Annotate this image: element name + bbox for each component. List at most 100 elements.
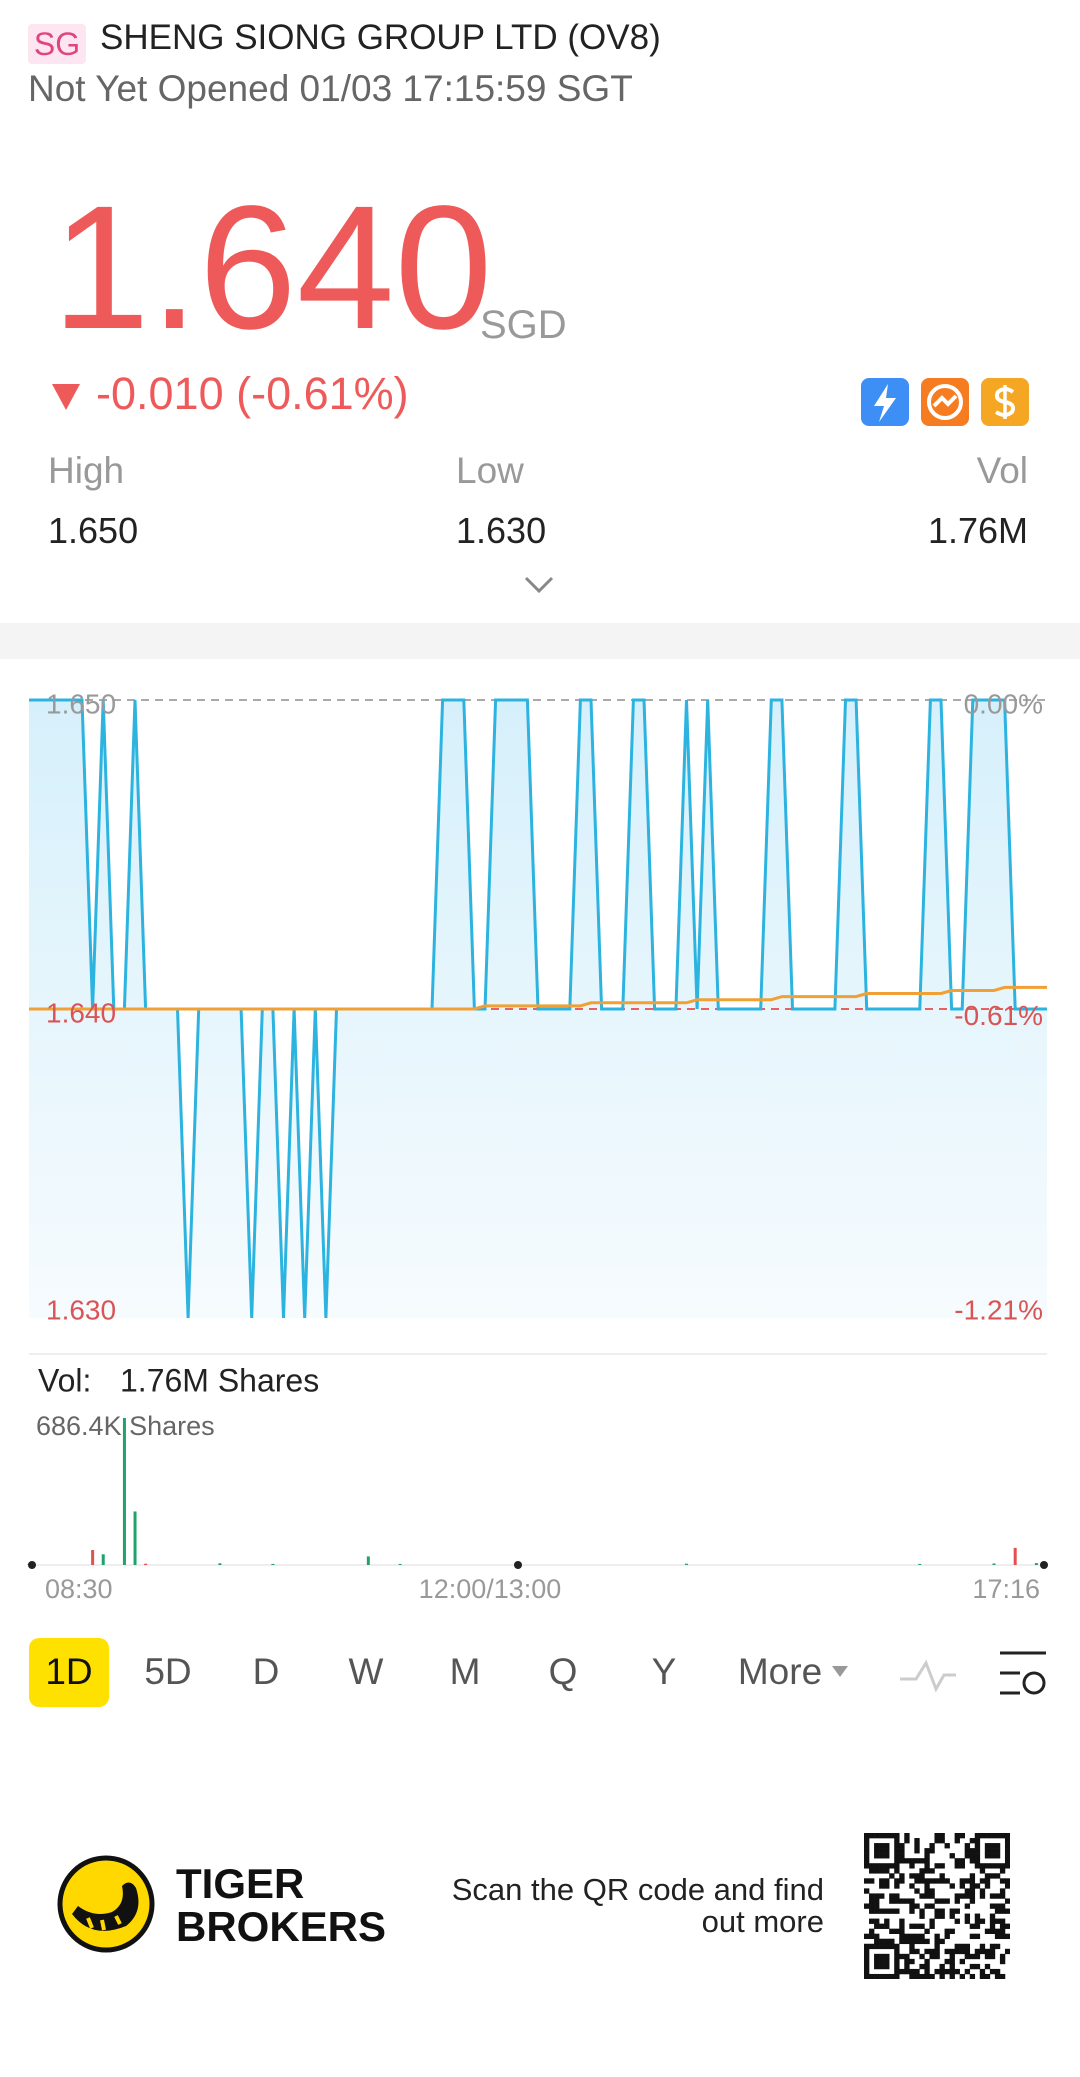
qr-cell	[934, 1833, 940, 1839]
qr-cell	[874, 1868, 880, 1874]
qr-cell	[999, 1863, 1006, 1869]
qr-cell	[944, 1948, 950, 1955]
qr-cell	[954, 1908, 960, 1914]
qr-cell	[919, 1923, 925, 1929]
period-tab[interactable]: 1D	[45, 1651, 92, 1692]
qr-cell	[939, 1833, 945, 1839]
qr-cell	[914, 1948, 920, 1955]
qr-cell	[909, 1903, 915, 1909]
qr-cell	[924, 1958, 930, 1965]
qr-cell	[924, 1948, 930, 1955]
chart-settings[interactable]	[1000, 1651, 1046, 1695]
qr-cell	[914, 1843, 920, 1849]
period-tab[interactable]: M	[450, 1651, 481, 1692]
qr-cell	[914, 1938, 920, 1945]
qr-cell	[864, 1853, 870, 1859]
qr-cell	[974, 1963, 981, 1970]
qr-cell	[919, 1953, 925, 1960]
qr-cell	[944, 1843, 950, 1849]
qr-cell	[864, 1953, 870, 1960]
qr-cell	[969, 1883, 976, 1889]
qr-cell	[984, 1963, 991, 1970]
qr-cell	[899, 1843, 905, 1849]
qr-cell	[929, 1868, 935, 1874]
qr-cell	[929, 1923, 935, 1929]
scan-text: out more	[701, 1904, 824, 1939]
stat-value: 1.650	[48, 510, 139, 551]
qr-cell	[874, 1918, 880, 1924]
qr-cell	[894, 1908, 900, 1914]
qr-cell	[909, 1908, 915, 1914]
qr-cell	[884, 1963, 890, 1970]
qr-cell	[939, 1908, 945, 1914]
qr-cell	[894, 1853, 900, 1859]
indicator-toggle[interactable]	[900, 1659, 956, 1693]
volume-title: Vol:	[38, 1362, 91, 1398]
y-tick-label: 1.630	[46, 1294, 116, 1325]
qr-cell	[874, 1848, 880, 1854]
period-tab[interactable]: Y	[652, 1651, 677, 1692]
qr-cell	[869, 1903, 875, 1909]
qr-cell	[874, 1973, 880, 1979]
qr-cell	[959, 1833, 965, 1839]
qr-cell	[954, 1898, 960, 1904]
qr-cell	[954, 1948, 960, 1955]
qr-cell	[1004, 1898, 1010, 1904]
selected-tab-bg	[29, 1638, 109, 1707]
qr-cell	[884, 1958, 890, 1965]
volume-bar	[992, 1563, 996, 1565]
qr-cell	[904, 1838, 910, 1844]
period-tab[interactable]: W	[349, 1651, 384, 1692]
period-tab[interactable]: Q	[549, 1651, 578, 1692]
stat-value: 1.630	[456, 510, 547, 551]
qr-cell	[974, 1863, 981, 1869]
qr-cell	[909, 1873, 915, 1879]
qr-cell	[904, 1953, 910, 1960]
period-tab[interactable]: More	[738, 1651, 822, 1692]
qr-cell	[869, 1928, 875, 1934]
currency: SGD	[480, 303, 567, 347]
qr-cell	[869, 1878, 875, 1884]
qr-cell	[989, 1903, 996, 1909]
period-tab[interactable]: 5D	[144, 1651, 191, 1692]
qr-cell	[969, 1963, 976, 1970]
qr-cell	[974, 1858, 981, 1864]
axis-dot	[514, 1561, 522, 1569]
qr-cell	[914, 1878, 920, 1884]
qr-cell	[989, 1968, 996, 1975]
qr-cell	[969, 1873, 976, 1879]
stat-label: Low	[456, 450, 524, 491]
qr-cell	[999, 1903, 1006, 1909]
qr-cell	[964, 1888, 971, 1894]
period-tab[interactable]: D	[253, 1651, 280, 1692]
expand-chevron[interactable]	[522, 574, 556, 596]
qr-cell	[909, 1943, 915, 1950]
qr-cell	[949, 1853, 955, 1859]
qr-cell	[894, 1848, 900, 1854]
qr-cell	[924, 1868, 930, 1874]
qr-cell	[909, 1968, 915, 1975]
qr-cell	[969, 1973, 976, 1979]
volume-bar	[1013, 1547, 1017, 1565]
qr-cell	[994, 1968, 1001, 1975]
qr-cell	[959, 1958, 965, 1965]
qr-cell	[909, 1938, 915, 1945]
qr-cell	[894, 1943, 900, 1950]
qr-cell	[1004, 1853, 1010, 1859]
market-status: Not Yet Opened 01/03 17:15:59 SGT	[28, 68, 633, 109]
y2-tick-label: -1.21%	[954, 1294, 1043, 1325]
qr-cell	[894, 1893, 900, 1899]
qr-cell	[1004, 1923, 1010, 1929]
qr-cell	[889, 1873, 895, 1879]
volume-bar	[398, 1563, 402, 1565]
qr-cell	[894, 1833, 900, 1839]
qr-cell	[874, 1963, 880, 1970]
qr-cell	[984, 1833, 991, 1839]
qr-cell	[959, 1858, 965, 1864]
qr-cell	[1004, 1843, 1010, 1849]
qr-cell	[954, 1918, 960, 1924]
qr-cell	[974, 1838, 981, 1844]
qr-cell	[884, 1868, 890, 1874]
qr-cell	[994, 1933, 1001, 1940]
